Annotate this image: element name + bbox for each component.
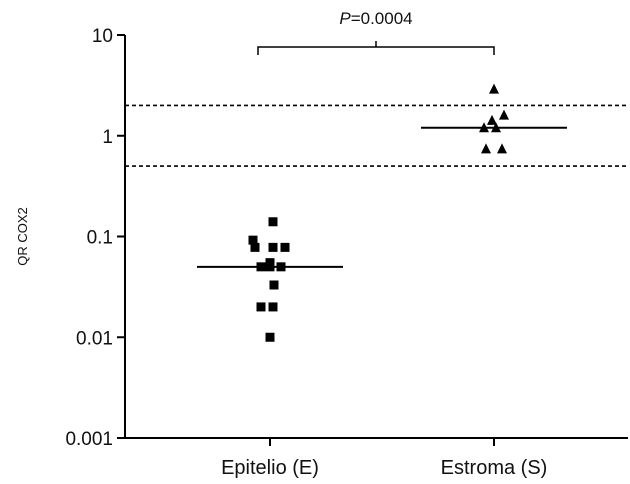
estroma-point (497, 143, 507, 154)
p-symbol: P (339, 9, 351, 28)
estroma-point (487, 114, 497, 125)
epitelio-point (269, 280, 279, 290)
epitelio-point (268, 242, 278, 252)
epitelio-point (268, 302, 278, 312)
significance-bracket (257, 46, 495, 55)
y-tick-label: 1 (102, 127, 113, 148)
data-points-group (248, 83, 509, 342)
p-value: =0.0004 (351, 9, 413, 28)
epitelio-point (265, 332, 275, 342)
reference-lines-group (125, 104, 628, 167)
epitelio-point (248, 235, 258, 245)
y-tick-label: 0.01 (76, 328, 113, 349)
y-tick-label: 0.001 (65, 429, 113, 450)
x-category-label: Estroma (S) (441, 457, 548, 479)
y-tick-label: 0.1 (87, 228, 113, 249)
significance-annotation: P=0.0004 (257, 9, 495, 55)
p-value-label: P=0.0004 (339, 9, 412, 28)
axes-group: 10 1 0.1 0.01 0.001 QR COX2 Epitelio (E) Estrom… (15, 26, 628, 479)
epitelio-point (250, 242, 260, 252)
epitelio-point (280, 242, 290, 252)
epitelio-point (256, 302, 266, 312)
estroma-point (499, 109, 509, 120)
estroma-point (481, 143, 491, 154)
y-tick-label: 10 (92, 26, 113, 47)
estroma-point (489, 83, 499, 94)
median-lines-group (197, 126, 567, 268)
epitelio-point (268, 217, 278, 227)
x-category-label: Epitelio (E) (221, 457, 319, 479)
y-axis-label: QR COX2 (15, 207, 30, 266)
